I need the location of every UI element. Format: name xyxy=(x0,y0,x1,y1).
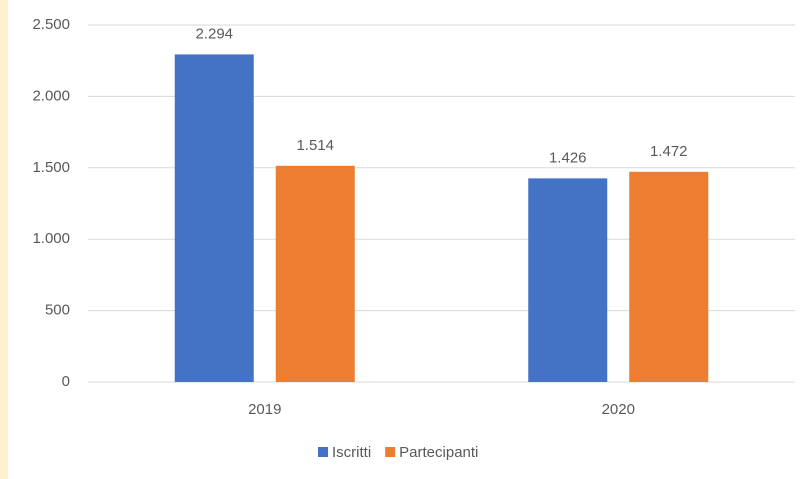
legend-swatch xyxy=(385,447,396,457)
legend-swatch xyxy=(318,447,328,457)
x-tick-label: 2020 xyxy=(602,401,635,418)
legend-label: Iscritti xyxy=(332,444,371,461)
data-label: 2.294 xyxy=(195,25,233,42)
y-tick-label: 2.500 xyxy=(32,16,70,33)
data-label: 1.472 xyxy=(650,143,688,160)
bar xyxy=(528,178,608,382)
bar xyxy=(275,165,355,382)
bar xyxy=(174,54,254,382)
y-tick-label: 1.000 xyxy=(32,230,70,247)
y-tick-label: 500 xyxy=(45,302,70,319)
y-tick-label: 2.000 xyxy=(32,87,70,104)
data-label: 1.426 xyxy=(549,149,587,166)
data-label: 1.514 xyxy=(296,137,334,154)
left-border xyxy=(0,0,8,479)
x-tick-label: 2019 xyxy=(248,401,281,418)
y-tick-label: 1.500 xyxy=(32,159,70,176)
bar xyxy=(629,171,709,382)
legend-label: Partecipanti xyxy=(399,444,478,461)
y-tick-label: 0 xyxy=(62,373,70,390)
